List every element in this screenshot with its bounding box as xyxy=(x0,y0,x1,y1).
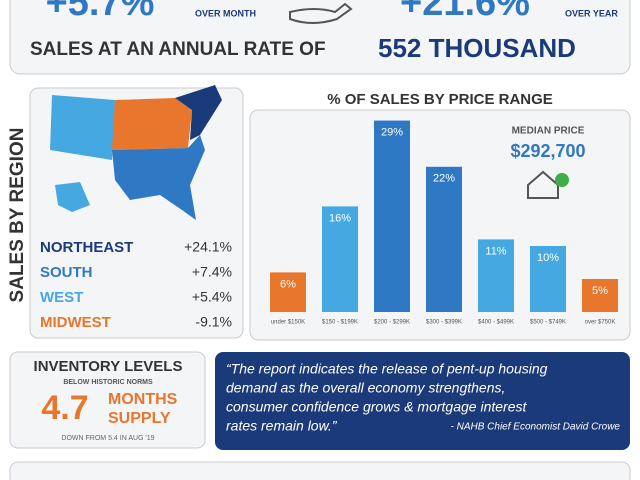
bar xyxy=(478,239,514,312)
inventory-unit2: SUPPLY xyxy=(108,410,171,427)
bar-value-label: 22% xyxy=(433,173,455,185)
rate-text: SALES AT AN ANNUAL RATE OF xyxy=(30,39,326,60)
inventory-value: 4.7 xyxy=(41,389,88,427)
region-name: MIDWEST xyxy=(40,314,111,331)
inventory-title: INVENTORY LEVELS xyxy=(34,358,183,375)
x-tick-label: $300 - $399K xyxy=(426,320,462,326)
bar-value-label: 10% xyxy=(537,252,559,264)
bar-value-label: 5% xyxy=(592,285,608,297)
bar-value-label: 11% xyxy=(485,245,506,257)
region-name: SOUTH xyxy=(40,264,93,281)
quote-panel xyxy=(215,352,630,450)
bottom-panel xyxy=(9,461,631,480)
hand-icon xyxy=(289,2,353,24)
bar xyxy=(530,246,566,312)
bar xyxy=(426,166,462,312)
month-change: +5.7% xyxy=(46,0,155,24)
map-alaska xyxy=(55,182,90,212)
region-title: SALES BY REGION xyxy=(7,128,28,303)
bar-value-label: 16% xyxy=(329,212,351,224)
inventory-unit1: MONTHS xyxy=(108,391,178,408)
inventory-note: DOWN FROM 5.4 IN AUG '19 xyxy=(61,435,154,442)
house-icon xyxy=(527,170,559,199)
region-change: +7.4% xyxy=(192,264,232,280)
quote-line: demand as the overall economy strengthen… xyxy=(226,380,505,396)
bar xyxy=(374,120,410,312)
x-tick-label: $500 - $749K xyxy=(530,320,566,326)
bar xyxy=(270,272,306,312)
bar xyxy=(582,279,618,312)
year-label: OVER YEAR xyxy=(565,8,618,18)
top-panel xyxy=(9,0,631,75)
month-label: OVER MONTH xyxy=(195,8,256,18)
x-tick-label: $400 - $499K xyxy=(478,320,514,326)
quote-line: “The report indicates the release of pen… xyxy=(226,361,548,377)
region-change: -9.1% xyxy=(195,314,232,330)
inventory-panel xyxy=(9,351,206,449)
bar-value-label: 6% xyxy=(280,278,296,290)
rate-value: 552 THOUSAND xyxy=(378,33,576,63)
x-tick-label: over $750K xyxy=(585,320,616,326)
x-tick-label: $200 - $299K xyxy=(374,320,410,326)
dollar-icon xyxy=(555,173,569,187)
quote-line: consumer confidence grows & mortgage int… xyxy=(226,399,527,415)
bar xyxy=(322,206,358,312)
bar-value-label: 29% xyxy=(381,127,403,139)
quote-attribution: - NAHB Chief Economist David Crowe xyxy=(451,422,621,433)
region-name: NORTHEAST xyxy=(40,239,133,256)
x-tick-label: under $150K xyxy=(271,320,305,326)
median-value: $292,700 xyxy=(510,141,585,161)
region-name: WEST xyxy=(40,289,83,306)
quote-line: rates remain low.” xyxy=(226,418,338,434)
x-tick-label: $150 - $199K xyxy=(322,320,358,326)
year-change: +21.6% xyxy=(400,0,530,24)
map-south xyxy=(112,135,205,220)
region-change: +24.1% xyxy=(184,239,232,255)
median-label: MEDIAN PRICE xyxy=(512,126,585,137)
map-midwest xyxy=(112,98,192,150)
map-west xyxy=(50,95,115,160)
inventory-subtitle: BELOW HISTORIC NORMS xyxy=(63,379,153,386)
region-change: +5.4% xyxy=(192,289,232,305)
map-northeast xyxy=(175,85,222,140)
chart-title: % OF SALES BY PRICE RANGE xyxy=(327,91,553,108)
